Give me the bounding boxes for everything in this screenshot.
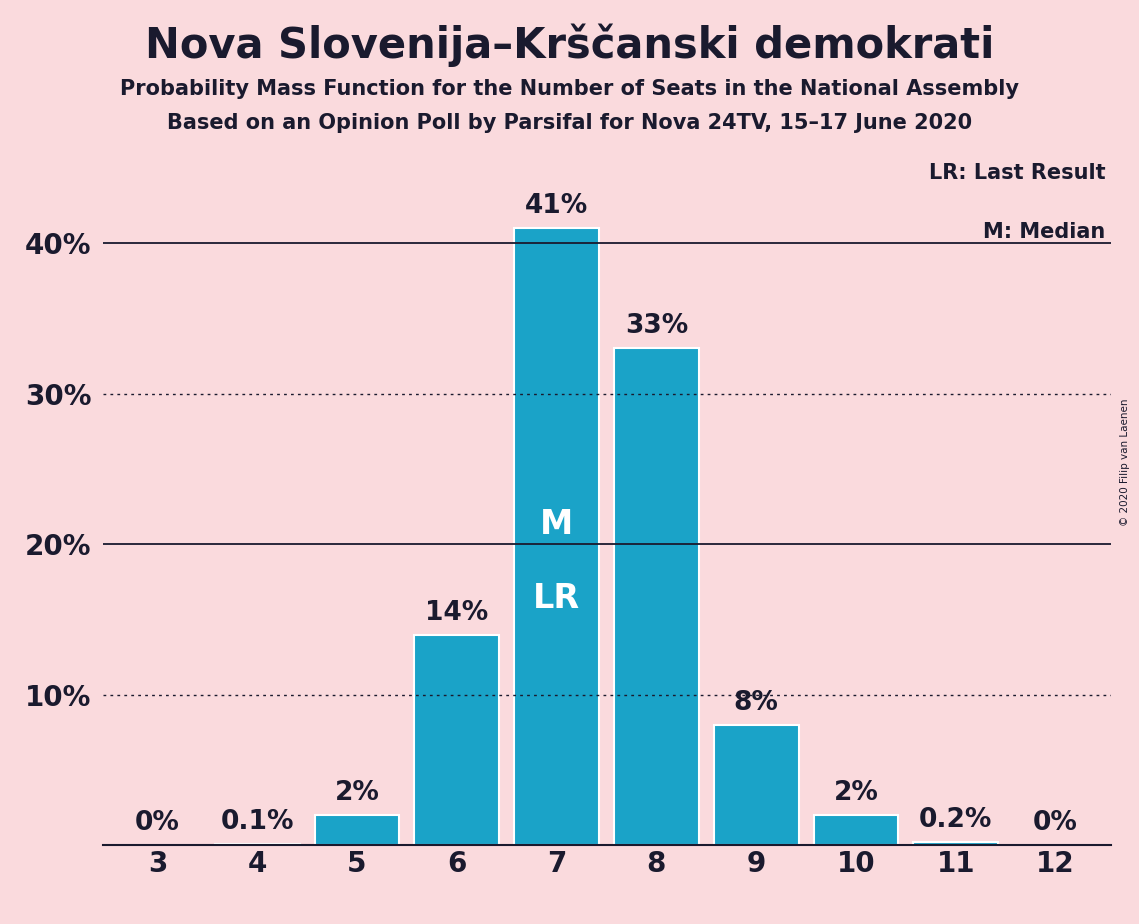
Bar: [813, 815, 899, 845]
Bar: [314, 815, 400, 845]
Text: 8%: 8%: [734, 690, 779, 716]
Text: 41%: 41%: [525, 193, 588, 219]
Text: © 2020 Filip van Laenen: © 2020 Filip van Laenen: [1121, 398, 1130, 526]
Text: 33%: 33%: [625, 313, 688, 339]
Text: M: Median: M: Median: [983, 222, 1106, 242]
Bar: [415, 635, 499, 845]
Text: 0.1%: 0.1%: [221, 808, 294, 835]
Text: Nova Slovenija–Krščanski demokrati: Nova Slovenija–Krščanski demokrati: [145, 23, 994, 67]
Text: 0%: 0%: [1033, 810, 1079, 836]
Text: M: M: [540, 508, 573, 541]
Bar: [514, 228, 599, 845]
Bar: [714, 725, 798, 845]
Text: LR: Last Result: LR: Last Result: [929, 163, 1106, 183]
Text: 2%: 2%: [834, 780, 878, 807]
Text: 2%: 2%: [335, 780, 379, 807]
Bar: [215, 844, 300, 845]
Bar: [913, 843, 998, 845]
Text: Based on an Opinion Poll by Parsifal for Nova 24TV, 15–17 June 2020: Based on an Opinion Poll by Parsifal for…: [167, 113, 972, 133]
Bar: [614, 348, 699, 845]
Text: 14%: 14%: [425, 600, 489, 626]
Text: LR: LR: [533, 582, 580, 614]
Text: Probability Mass Function for the Number of Seats in the National Assembly: Probability Mass Function for the Number…: [120, 79, 1019, 99]
Text: 0%: 0%: [134, 810, 180, 836]
Text: 0.2%: 0.2%: [919, 808, 992, 833]
